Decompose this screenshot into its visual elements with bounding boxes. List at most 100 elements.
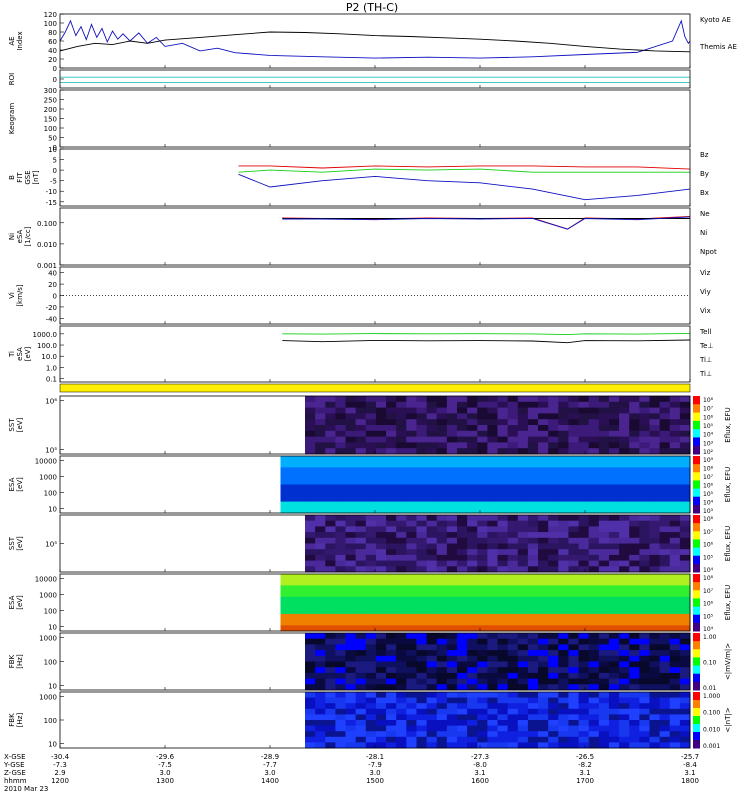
heatmap-cell — [396, 708, 407, 715]
heatmap-cell — [406, 425, 417, 432]
heatmap-cell — [396, 644, 407, 651]
heatmap-cell — [636, 495, 648, 503]
heatmap-cell — [538, 407, 549, 414]
heatmap-cell — [355, 396, 367, 403]
heatmap-cell — [593, 473, 605, 480]
heatmap-cell — [608, 430, 620, 438]
heatmap-cell — [588, 742, 600, 749]
heatmap-cell — [593, 596, 605, 603]
heatmap-cell — [396, 520, 407, 527]
heatmap-cell — [538, 725, 549, 732]
heatmap-cell — [446, 532, 458, 539]
heatmap-cell — [334, 478, 346, 485]
heatmap-cell — [679, 501, 691, 508]
heatmap-cell — [668, 574, 680, 581]
heatmap-cell — [477, 549, 488, 556]
heatmap-cell — [355, 419, 367, 426]
heatmap-cell — [578, 419, 590, 426]
heatmap-cell — [366, 602, 378, 609]
heatmap-cell — [467, 401, 478, 409]
heatmap-cell — [629, 692, 640, 699]
heatmap-cell — [396, 697, 407, 704]
heatmap-cell — [571, 574, 583, 581]
heatmap-cell — [446, 436, 458, 443]
heatmap-cell — [323, 478, 335, 485]
colorbar-swatch — [693, 590, 700, 599]
heatmap-cell — [598, 731, 610, 738]
heatmap-cell — [619, 697, 630, 704]
heatmap-cell — [517, 661, 529, 668]
heatmap-cell — [629, 401, 640, 409]
heatmap-cell — [614, 596, 626, 603]
heatmap-cell — [302, 507, 314, 514]
heatmap-cell — [426, 520, 438, 527]
heatmap-cell — [497, 692, 509, 699]
heatmap-cell — [679, 655, 691, 662]
heatmap-cell — [629, 554, 640, 562]
heatmap-cell — [485, 507, 497, 514]
heatmap-cell — [539, 596, 551, 603]
heatmap-cell — [608, 661, 620, 668]
heatmap-cell — [548, 644, 559, 651]
heatmap-cell — [558, 448, 569, 455]
heatmap-cell — [629, 543, 640, 550]
heatmap-cell — [646, 473, 659, 480]
heatmap-cell — [345, 413, 357, 420]
heatmap-cell — [436, 655, 448, 662]
colorbar-swatch — [693, 692, 700, 701]
heatmap-cell — [386, 396, 397, 403]
heatmap-cell — [442, 579, 454, 586]
heatmap-cell — [669, 549, 681, 556]
heatmap-cell — [527, 650, 539, 657]
heatmap-cell — [560, 579, 572, 586]
heatmap-cell — [386, 633, 397, 640]
heatmap-cell — [659, 543, 671, 550]
heatmap-cell — [636, 473, 648, 480]
heatmap-cell — [355, 566, 367, 573]
axis-label-density: [1/cc] — [24, 226, 32, 246]
heatmap-cell — [517, 667, 529, 674]
x-tick-value: 1800 — [681, 777, 699, 785]
heatmap-cell — [365, 532, 377, 539]
heatmap-cell — [528, 467, 540, 474]
heatmap-cell — [452, 579, 465, 586]
heatmap-cell — [335, 442, 347, 449]
heatmap-cell — [560, 501, 572, 508]
colorbar-tick: 10³ — [703, 440, 714, 447]
heatmap-cell — [588, 692, 600, 699]
heatmap-cell — [625, 619, 637, 626]
heatmap-cell — [409, 613, 422, 621]
heatmap-cell — [406, 703, 417, 710]
heatmap-cell — [431, 473, 443, 480]
heatmap-cell — [497, 655, 509, 662]
heatmap-cell — [668, 461, 680, 468]
heatmap-cell — [679, 442, 691, 449]
panel-frame — [59, 13, 691, 69]
heatmap-cell — [388, 574, 400, 581]
heatmap-cell — [463, 501, 475, 508]
heatmap-cell — [442, 501, 454, 508]
heatmap-cell — [568, 515, 580, 522]
heatmap-cell — [426, 396, 438, 403]
heatmap-cell — [598, 678, 610, 685]
heatmap-cell — [548, 537, 559, 544]
heatmap-cell — [549, 574, 562, 581]
heatmap-cell — [538, 560, 549, 567]
heatmap-cell — [649, 549, 661, 556]
heatmap-cell — [528, 461, 540, 468]
heatmap-cell — [416, 736, 428, 743]
heatmap-cell — [669, 667, 681, 674]
heatmap-cell — [416, 661, 428, 668]
heatmap-cell — [558, 678, 569, 685]
heatmap-cell — [467, 692, 478, 699]
heatmap-cell — [386, 543, 397, 550]
heatmap-cell — [416, 396, 428, 403]
heatmap-cell — [496, 507, 508, 514]
x-tick-value: -7.9 — [368, 761, 382, 769]
heatmap-cell — [517, 507, 529, 514]
heatmap-cell — [456, 684, 468, 691]
heatmap-cell — [463, 478, 475, 485]
x-tick-value: -7.3 — [53, 761, 67, 769]
heatmap-cell — [527, 407, 539, 414]
heatmap-cell — [558, 549, 569, 556]
